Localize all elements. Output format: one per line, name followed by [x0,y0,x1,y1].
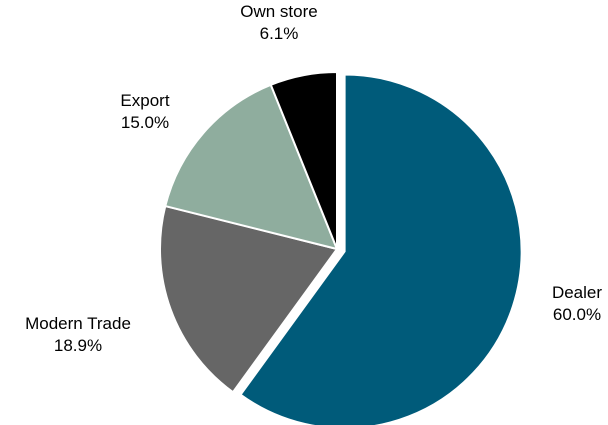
pie-slice-modern-trade [159,204,339,394]
slice-label-modern-trade: Modern Trade [25,314,131,333]
slice-value-modern-trade: 18.9% [54,336,102,355]
slice-label-export: Export [120,91,169,110]
slice-value-export: 15.0% [121,113,169,132]
pie-slice-own-store [269,70,338,250]
pie-slice-export [164,83,339,251]
slice-value-dealer: 60.0% [553,305,601,324]
pie-slices [159,70,523,425]
slice-value-own-store: 6.1% [260,24,299,43]
slice-label-own-store: Own store [240,2,317,21]
pie-slice-dealer [239,73,523,425]
slice-labels: Dealer 60.0% Modern Trade 18.9% Export 15.0% O… [25,2,602,355]
slice-label-dealer: Dealer [552,283,602,302]
